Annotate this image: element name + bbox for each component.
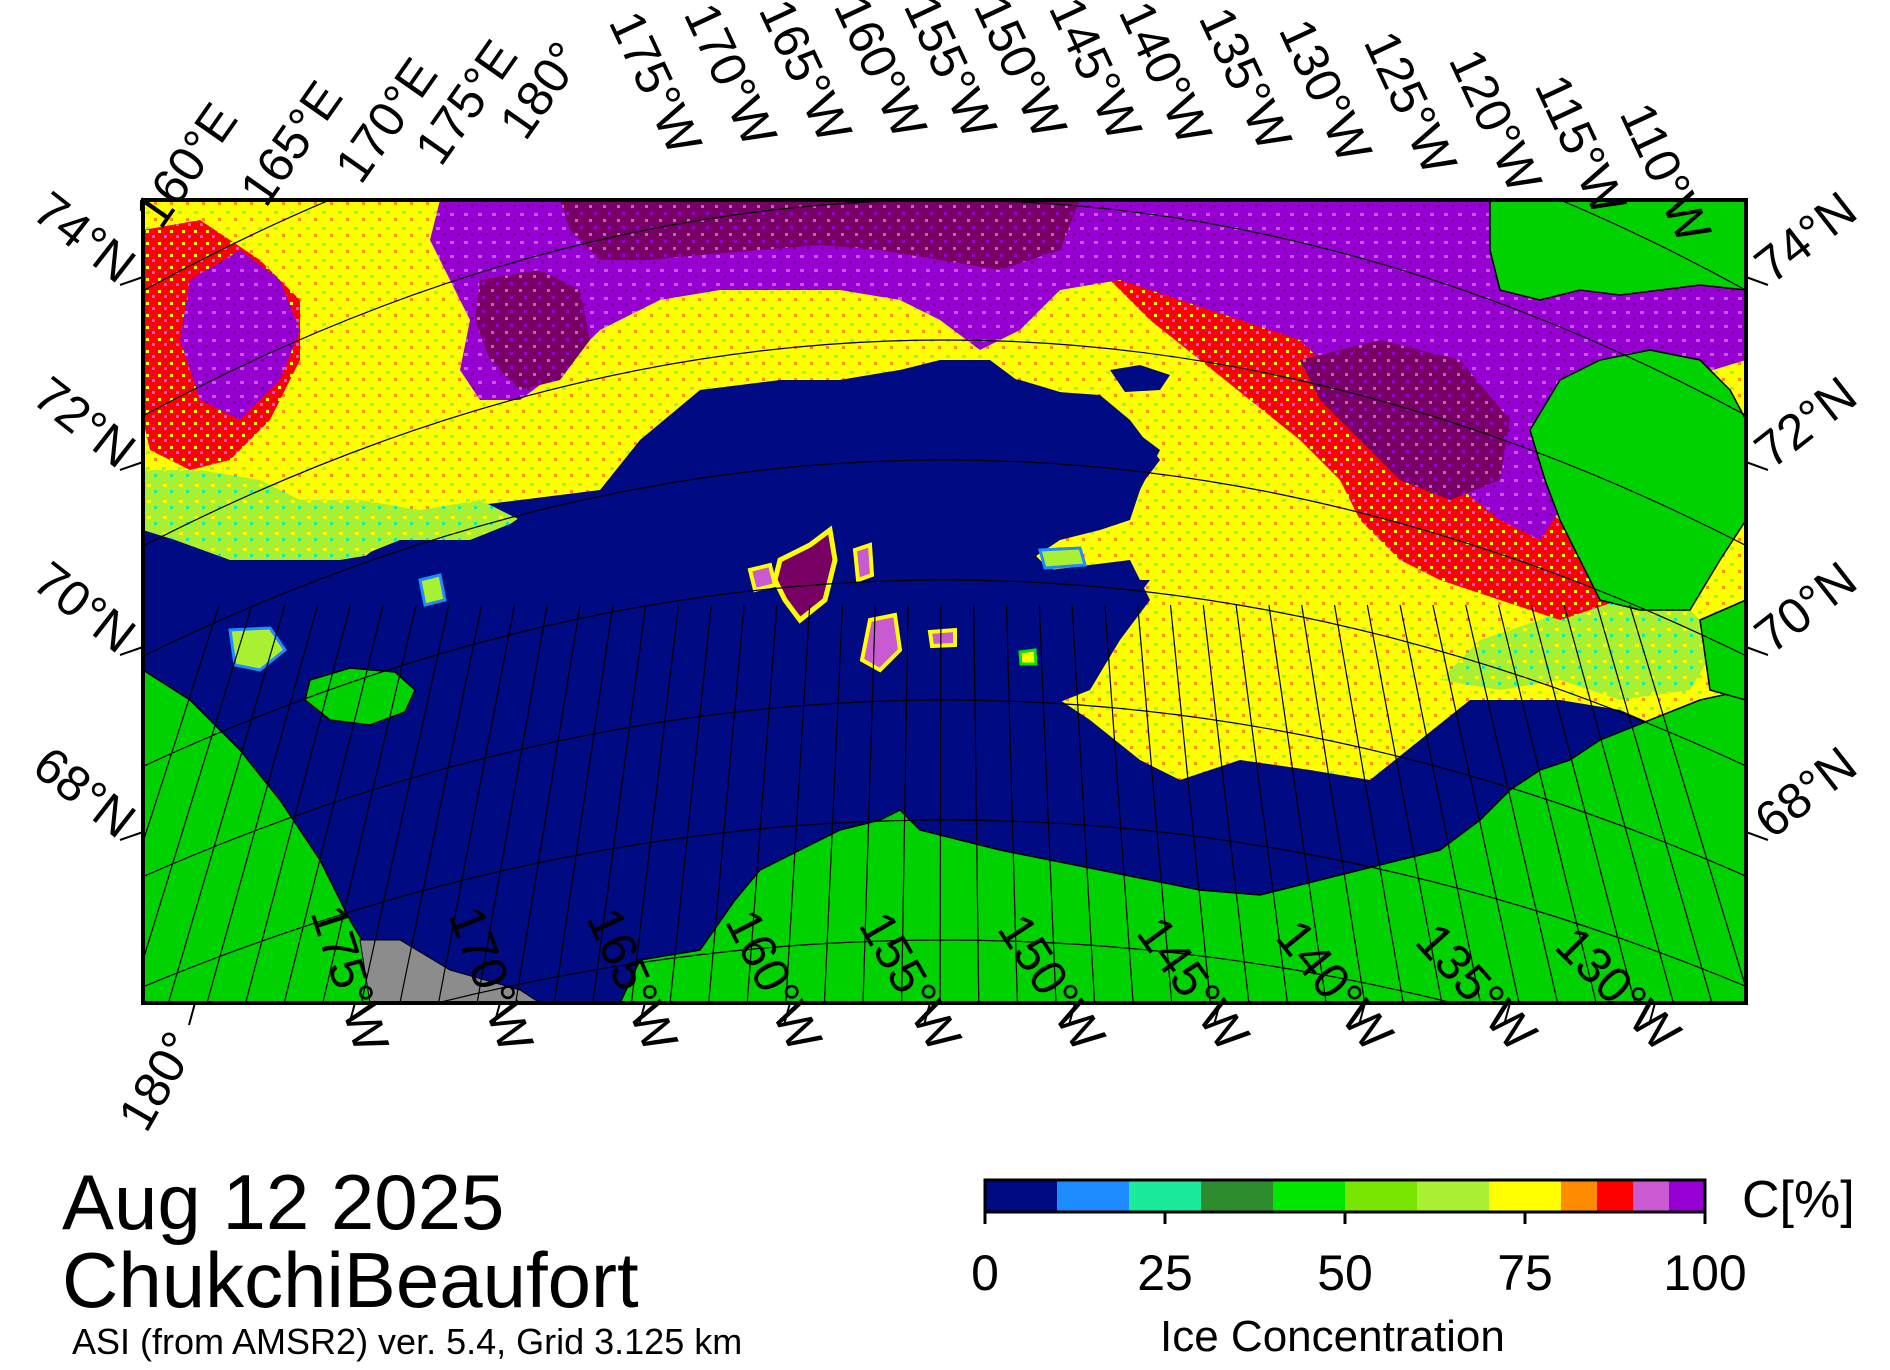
right-latitude-label: 72°N	[1744, 366, 1867, 479]
colorbar-bin	[1057, 1180, 1129, 1212]
top-longitude-label: 125°W	[1353, 23, 1468, 184]
map-region: ChukchiBeaufort	[62, 1236, 639, 1324]
colorbar-bin	[1597, 1180, 1633, 1212]
tick-mark	[1745, 461, 1769, 471]
colorbar-bin	[1489, 1180, 1561, 1212]
colorbar-bin	[1273, 1180, 1345, 1212]
ice-floe	[852, 542, 875, 583]
graticule-ticks	[119, 276, 1769, 1026]
colorbar: 0 25 50 75 100	[971, 1178, 1747, 1301]
tick-mark	[493, 1002, 501, 1026]
map-frame	[141, 198, 1748, 1005]
land-victoria-island	[1489, 200, 1746, 301]
top-longitude-label: 120°W	[1438, 41, 1553, 202]
right-latitude-label: 68°N	[1744, 736, 1867, 849]
colorbar-tick-label: 0	[971, 1245, 999, 1301]
tick-mark	[923, 1002, 931, 1026]
graticule-meridians	[143, 604, 1746, 1003]
open-water-chukchi	[143, 370, 1746, 1003]
colorbar-bin	[1633, 1180, 1669, 1212]
tick-mark	[1213, 1002, 1221, 1026]
ice-floe	[1038, 546, 1087, 570]
tick-mark	[1745, 276, 1769, 286]
tick-mark	[348, 1002, 356, 1026]
ice-floe	[747, 562, 778, 593]
right-latitude-label: 70°N	[1744, 551, 1867, 664]
left-latitude-label: 72°N	[23, 366, 146, 479]
left-latitude-label: 70°N	[23, 551, 146, 664]
ice-band-dark-west	[475, 270, 590, 390]
open-water-polynya	[1110, 365, 1170, 392]
colorbar-unit: C[%]	[1742, 1171, 1855, 1229]
ice-band-purple-west	[180, 250, 300, 420]
ice-band-green-west	[143, 470, 520, 560]
ice-floe	[772, 525, 838, 624]
ice-floe	[1018, 648, 1038, 666]
ice-band-dark-north	[560, 200, 1080, 270]
ice-band-dark-east	[1300, 340, 1510, 500]
ice-floe	[228, 626, 288, 672]
tick-mark	[1745, 831, 1769, 841]
colorbar-title: Ice Concentration	[1160, 1312, 1505, 1361]
ice-band-purple-north	[430, 200, 1746, 540]
colorbar-tick-label: 75	[1497, 1245, 1553, 1301]
top-longitude-label: 130°W	[1268, 11, 1383, 172]
tick-mark	[119, 461, 144, 471]
land-east-edge	[1699, 599, 1746, 701]
tick-mark	[119, 646, 144, 656]
tick-mark	[1648, 1002, 1656, 1026]
tick-mark	[1745, 646, 1769, 656]
tick-mark	[119, 276, 144, 286]
ice-floe	[927, 627, 957, 649]
colorbar-bin	[1417, 1180, 1489, 1212]
no-data-area	[359, 939, 541, 1003]
left-latitude-label: 68°N	[23, 736, 146, 849]
bottom-longitude-label: 180°	[107, 1022, 207, 1140]
tick-mark	[1068, 1002, 1076, 1026]
colorbar-bin	[1201, 1180, 1273, 1212]
tick-mark	[783, 1002, 791, 1026]
colorbar-bin	[1669, 1180, 1705, 1212]
tick-mark	[1358, 1002, 1366, 1026]
left-latitude-label: 74°N	[23, 181, 146, 294]
data-source-note: ASI (from AMSR2) ver. 5.4, Grid 3.125 km	[72, 1321, 743, 1362]
colorbar-bin	[1561, 1180, 1597, 1212]
colorbar-tick-label: 100	[1663, 1245, 1746, 1301]
right-latitude-label: 74°N	[1744, 181, 1867, 294]
colorbar-bin	[1129, 1180, 1201, 1212]
tick-mark	[638, 1002, 646, 1026]
colorbar-tick-label: 50	[1317, 1245, 1373, 1301]
map-date: Aug 12 2025	[62, 1158, 505, 1246]
map-field	[143, 200, 1746, 1003]
colorbar-bin	[985, 1180, 1057, 1212]
ice-floe	[859, 612, 903, 673]
tick-mark	[188, 1002, 196, 1026]
colorbar-bin	[1345, 1180, 1417, 1212]
colorbar-tick-label: 25	[1137, 1245, 1193, 1301]
ice-floe	[418, 573, 447, 607]
tick-mark	[119, 831, 144, 841]
tick-mark	[1503, 1002, 1511, 1026]
